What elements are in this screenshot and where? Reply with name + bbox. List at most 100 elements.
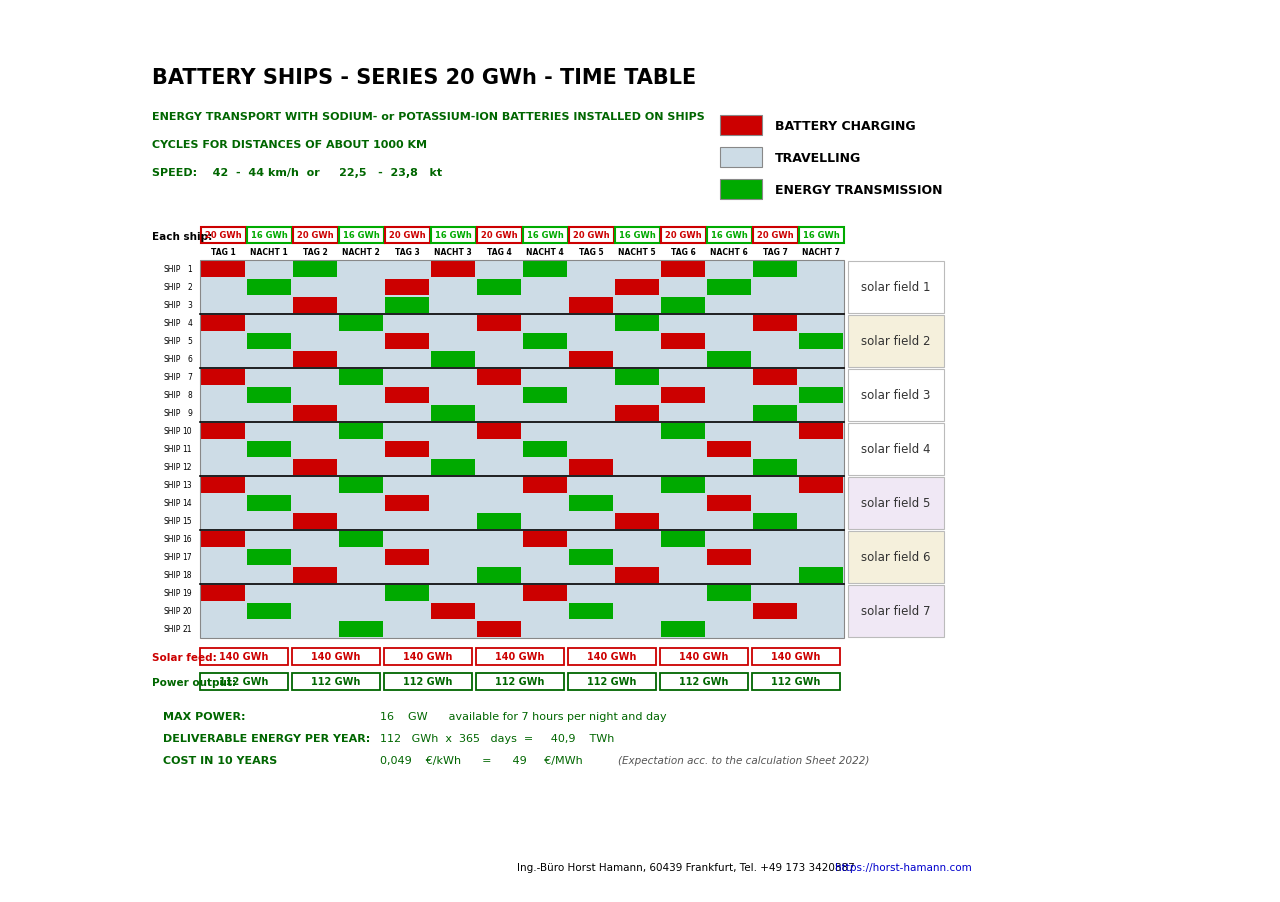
Text: TRAVELLING: TRAVELLING [774, 152, 861, 164]
Text: 112 GWh: 112 GWh [680, 676, 728, 686]
Bar [431, 262, 475, 278]
Bar [293, 513, 337, 529]
Text: 15: 15 [182, 517, 192, 526]
Text: Ing.-Büro Horst Hamann, 60439 Frankfurt, Tel. +49 173 3420887: Ing.-Büro Horst Hamann, 60439 Frankfurt,… [517, 862, 855, 872]
Bar [201, 316, 244, 332]
Bar [849, 531, 945, 584]
Text: NACHT 2: NACHT 2 [342, 248, 380, 257]
Bar [799, 227, 844, 244]
Text: 16 GWh: 16 GWh [343, 231, 379, 240]
Bar [338, 227, 384, 244]
Bar [339, 370, 383, 385]
Text: 18: 18 [183, 571, 192, 580]
Text: 16: 16 [182, 535, 192, 544]
Bar [799, 334, 844, 350]
Bar [385, 280, 429, 296]
Bar [431, 352, 475, 368]
Text: Power output:: Power output: [152, 677, 236, 687]
Text: BATTERY CHARGING: BATTERY CHARGING [774, 119, 915, 133]
Text: 140 GWh: 140 GWh [403, 652, 453, 662]
Text: https://horst-hamann.com: https://horst-hamann.com [835, 862, 972, 872]
Bar [614, 370, 659, 385]
Text: 16    GW      available for 7 hours per night and day: 16 GW available for 7 hours per night an… [380, 711, 667, 722]
Text: 16 GWh: 16 GWh [803, 231, 840, 240]
Text: NACHT 4: NACHT 4 [526, 248, 564, 257]
Bar [570, 495, 613, 511]
Text: 13: 13 [182, 481, 192, 490]
Text: NACHT 5: NACHT 5 [618, 248, 655, 257]
Bar [384, 227, 430, 244]
Bar [707, 227, 751, 244]
Text: SHIP: SHIP [163, 625, 180, 634]
Text: 112 GWh: 112 GWh [219, 676, 269, 686]
Text: 140 GWh: 140 GWh [311, 652, 361, 662]
Bar [524, 334, 567, 350]
Bar [522, 227, 567, 244]
Bar [477, 513, 521, 529]
Text: 112 GWh: 112 GWh [311, 676, 361, 686]
Text: SHIP: SHIP [163, 337, 180, 346]
Bar [430, 227, 475, 244]
Bar [339, 424, 383, 439]
Text: solar field 5: solar field 5 [861, 497, 931, 510]
Text: 12: 12 [183, 463, 192, 472]
Text: SHIP: SHIP [163, 571, 180, 580]
Text: 20: 20 [182, 607, 192, 616]
Text: 20 GWh: 20 GWh [389, 231, 425, 240]
Bar [339, 531, 383, 548]
Bar [707, 280, 751, 296]
Text: SHIP: SHIP [163, 319, 180, 328]
Bar [247, 227, 292, 244]
Bar [614, 513, 659, 529]
Bar [568, 673, 657, 690]
Text: solar field 4: solar field 4 [861, 443, 931, 456]
Bar [247, 388, 291, 403]
Text: solar field 7: solar field 7 [861, 605, 931, 618]
Text: solar field 6: solar field 6 [861, 551, 931, 564]
Text: SHIP: SHIP [163, 391, 180, 400]
Text: 140 GWh: 140 GWh [219, 652, 269, 662]
Text: 140 GWh: 140 GWh [680, 652, 728, 662]
Text: SHIP: SHIP [163, 445, 180, 454]
Bar [385, 441, 429, 457]
Text: TAG 3: TAG 3 [394, 248, 420, 257]
Text: NACHT 6: NACHT 6 [710, 248, 748, 257]
Text: 20 GWh: 20 GWh [481, 231, 517, 240]
Bar [660, 262, 705, 278]
Bar [799, 424, 844, 439]
Bar [293, 227, 338, 244]
Bar [524, 388, 567, 403]
Bar [201, 477, 244, 493]
Text: 16 GWh: 16 GWh [710, 231, 748, 240]
Bar [384, 673, 472, 690]
Bar [247, 603, 291, 620]
Bar [753, 603, 797, 620]
Text: DELIVERABLE ENERGY PER YEAR:: DELIVERABLE ENERGY PER YEAR: [163, 733, 370, 743]
Text: 10: 10 [182, 427, 192, 436]
Bar [524, 441, 567, 457]
Bar [753, 262, 797, 278]
Bar [660, 298, 705, 314]
Text: COST IN 10 YEARS: COST IN 10 YEARS [163, 755, 278, 765]
Bar [719, 179, 762, 199]
Text: SHIP: SHIP [163, 481, 180, 490]
Text: 112   GWh  x  365   days  =     40,9    TWh: 112 GWh x 365 days = 40,9 TWh [380, 733, 614, 743]
Bar [719, 115, 762, 136]
Text: ENERGY TRANSMISSION: ENERGY TRANSMISSION [774, 183, 942, 197]
Bar [524, 585, 567, 602]
Bar [293, 262, 337, 278]
Bar [660, 334, 705, 350]
Text: SHIP: SHIP [163, 607, 180, 616]
Text: 17: 17 [182, 553, 192, 562]
Text: TAG 1: TAG 1 [211, 248, 236, 257]
Bar [200, 261, 844, 639]
Bar [524, 477, 567, 493]
Bar [247, 441, 291, 457]
Bar [660, 673, 748, 690]
Text: SHIP: SHIP [163, 463, 180, 472]
Text: SHIP: SHIP [163, 265, 180, 274]
Text: 112 GWh: 112 GWh [588, 676, 636, 686]
Text: 140 GWh: 140 GWh [495, 652, 545, 662]
Bar [339, 316, 383, 332]
Bar [707, 549, 751, 566]
